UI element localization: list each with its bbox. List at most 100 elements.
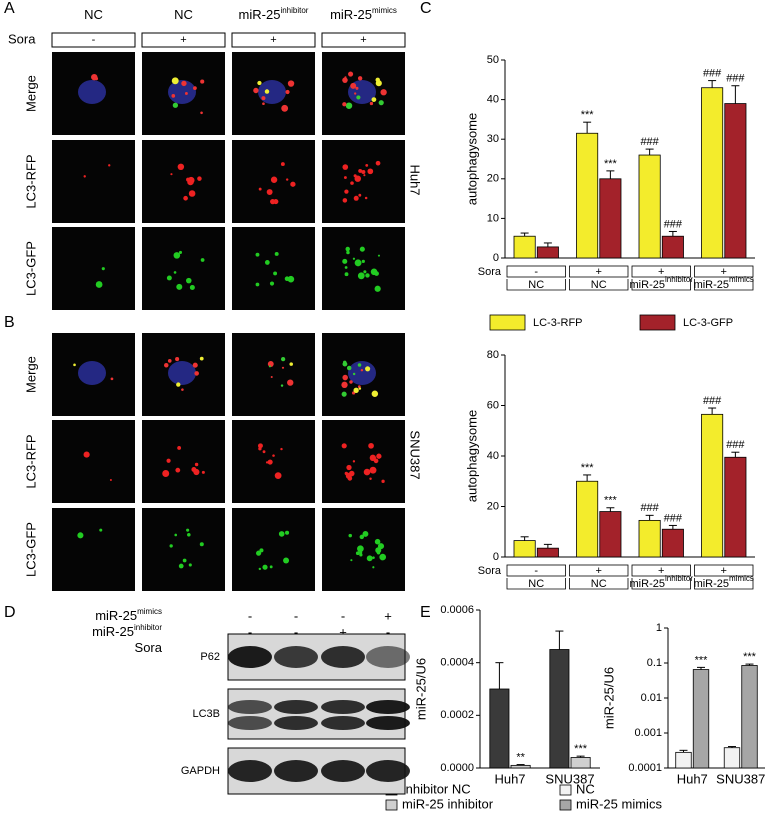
sora-sign: + <box>596 565 602 577</box>
puncta <box>267 361 274 367</box>
puncta <box>342 164 349 170</box>
x-tick-label: miR-25mimics <box>694 275 754 291</box>
x-tick-label-sup: inhibitor <box>665 574 693 583</box>
puncta <box>174 533 178 537</box>
puncta <box>188 563 192 567</box>
lane-sign: + <box>339 624 347 639</box>
sora-box <box>506 265 566 278</box>
column-header-sup: inhibitor <box>280 6 308 15</box>
band <box>321 646 365 668</box>
significance: *** <box>604 495 618 507</box>
micrograph <box>52 227 135 310</box>
bar <box>549 649 570 769</box>
y-tick-label: 20 <box>487 173 499 185</box>
puncta <box>378 100 384 106</box>
band-label: P62 <box>200 651 220 663</box>
legend-label: NC <box>576 781 595 796</box>
puncta <box>189 284 195 290</box>
legend-swatch <box>559 799 572 811</box>
bar <box>675 751 692 769</box>
puncta <box>361 170 366 175</box>
y-axis-label: autophagysome <box>464 410 479 503</box>
puncta <box>344 266 348 269</box>
puncta <box>200 258 205 262</box>
band <box>366 646 410 668</box>
x-tick-label-base: NC <box>591 279 607 291</box>
puncta <box>192 362 198 368</box>
puncta <box>255 282 260 287</box>
micrograph <box>322 140 405 223</box>
puncta <box>363 468 371 476</box>
puncta <box>357 76 363 81</box>
puncta <box>369 101 374 106</box>
puncta <box>374 538 381 545</box>
puncta <box>264 89 270 94</box>
bar <box>599 178 622 259</box>
sora-box <box>569 265 629 278</box>
panel-label: A <box>4 0 15 17</box>
x-tick-label-sup: mimics <box>729 574 754 583</box>
treatment-label-base: miR-25 <box>92 624 134 639</box>
y-tick-label: 0.0001 <box>628 762 662 774</box>
treatment-label-base: Sora <box>135 640 163 655</box>
micrograph <box>322 420 405 503</box>
puncta <box>371 97 377 102</box>
column-header: miR-25mimics <box>330 6 397 22</box>
legend-label: miR-25 inhibitor <box>402 796 494 811</box>
micrograph <box>52 420 135 503</box>
treatment-label: Sora <box>135 640 163 655</box>
treatment-label: miR-25inhibitor <box>92 623 162 639</box>
micrograph <box>142 140 225 223</box>
group-bracket <box>631 578 691 590</box>
puncta <box>280 447 283 451</box>
puncta <box>270 176 278 183</box>
puncta <box>346 464 352 471</box>
puncta <box>342 77 348 83</box>
lane-sign: + <box>384 608 392 623</box>
puncta <box>171 77 179 85</box>
puncta <box>352 372 356 376</box>
puncta <box>354 259 362 267</box>
puncta <box>290 181 296 187</box>
x-tick-label: NC <box>591 279 607 291</box>
puncta <box>77 532 84 539</box>
x-tick-label-sup: inhibitor <box>665 275 693 284</box>
sora-label: Sora <box>478 266 502 278</box>
puncta <box>178 563 184 569</box>
lane-sign: - <box>248 624 252 639</box>
puncta <box>91 73 98 81</box>
column-header: miR-25inhibitor <box>239 6 309 22</box>
band <box>366 760 410 782</box>
significance: ### <box>703 67 722 79</box>
puncta <box>379 553 387 561</box>
lane-sign: - <box>341 608 345 623</box>
significance: ### <box>703 395 722 407</box>
blot <box>227 688 406 740</box>
puncta <box>356 95 361 100</box>
puncta <box>341 381 348 389</box>
panel-label: D <box>4 604 16 621</box>
band <box>321 716 365 730</box>
row-label: LC3-GFP <box>23 522 38 577</box>
puncta <box>352 460 356 463</box>
bar <box>513 540 536 558</box>
x-tick-label: Huh7 <box>494 771 525 786</box>
significance: ### <box>726 439 745 451</box>
column-header-base: NC <box>84 7 103 22</box>
y-tick-label: 0.0000 <box>440 762 474 774</box>
row-label: LC3-RFP <box>23 154 38 208</box>
y-tick-label: 0.001 <box>634 727 662 739</box>
puncta <box>183 195 188 201</box>
puncta <box>255 550 262 556</box>
sora-box <box>694 265 754 278</box>
puncta <box>83 451 90 458</box>
x-tick-label: miR-25mimics <box>694 574 754 590</box>
y-tick-label: 1 <box>656 622 662 634</box>
bar <box>510 764 531 769</box>
puncta <box>364 196 368 200</box>
x-tick-label-base: miR-25 <box>694 279 729 291</box>
puncta <box>181 80 187 87</box>
puncta <box>342 102 347 107</box>
puncta <box>357 363 362 367</box>
significance: ### <box>664 512 683 524</box>
